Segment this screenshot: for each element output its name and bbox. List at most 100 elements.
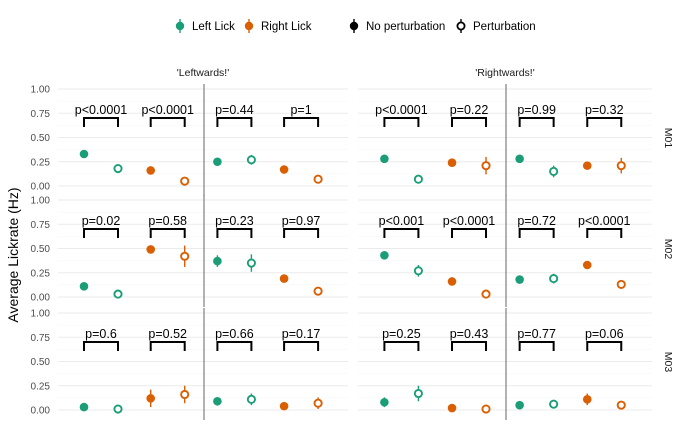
column-strip-label: 'Rightwards!' [475, 67, 534, 79]
p-value-label: p<0.0001 [141, 103, 194, 117]
row-strip-label: M02 [662, 239, 674, 260]
y-tick-label: 0.00 [31, 182, 51, 193]
legend-label: Left Lick [192, 21, 235, 33]
significance-bracket [383, 117, 420, 127]
significance-bracket [451, 228, 488, 238]
data-point-perturbation [481, 289, 491, 299]
data-point-no-perturbation [279, 401, 289, 411]
significance-bracket [83, 341, 119, 351]
significance-bracket [216, 341, 253, 351]
data-point-no-perturbation [213, 396, 222, 406]
data-point-perturbation [481, 161, 491, 171]
p-value-label: p=1 [290, 103, 311, 117]
y-tick-label: 0.75 [31, 333, 51, 344]
data-point-no-perturbation [447, 403, 457, 413]
y-tick-label: 0.25 [31, 268, 51, 279]
legend-label: No perturbation [366, 21, 445, 33]
p-value-label: p=0.25 [382, 327, 421, 341]
p-value-label: p=0.77 [517, 327, 556, 341]
p-value-label: p=0.32 [585, 103, 624, 117]
column-strip-label: 'Leftwards!' [177, 67, 229, 79]
significance-bracket [518, 117, 555, 127]
data-point-no-perturbation [79, 282, 89, 291]
data-point-no-perturbation [447, 158, 457, 168]
p-value-label: p=0.23 [215, 214, 254, 228]
data-point-no-perturbation [146, 245, 155, 254]
data-point-no-perturbation [213, 256, 222, 266]
data-point-no-perturbation [279, 274, 289, 283]
data-point-no-perturbation [447, 277, 457, 286]
significance-bracket [83, 117, 119, 127]
data-point-no-perturbation [582, 161, 592, 170]
data-point-perturbation [481, 404, 491, 414]
y-tick-label: 0.50 [31, 357, 51, 368]
significance-bracket [451, 341, 488, 351]
p-value-label: p=0.6 [85, 327, 117, 341]
data-point-perturbation [313, 286, 323, 296]
p-value-label: p=0.66 [215, 327, 254, 341]
significance-bracket [518, 341, 555, 351]
y-axis-label: Average Lickrate (Hz) [5, 187, 21, 322]
p-value-label: p<0.0001 [578, 214, 631, 228]
legend-swatch [244, 21, 254, 31]
p-value-label: p<0.0001 [75, 103, 128, 117]
legend-label: Right Lick [261, 21, 312, 33]
panel: p=0.02 p=0.58 p=0.23 p=0.97 [58, 195, 348, 307]
row-strip-label: M01 [662, 128, 674, 149]
y-tick-label: 0.50 [31, 244, 51, 255]
p-value-label: p=0.02 [82, 214, 121, 228]
panel: p=0.25 p=0.43 p=0.77 p=0.06 [358, 308, 652, 420]
significance-bracket [83, 228, 119, 238]
y-tick-label: 0.75 [31, 109, 51, 120]
data-point-perturbation [113, 163, 123, 174]
panel: p<0.0001 p<0.0001 p=0.44 p=1 [58, 84, 348, 196]
p-value-label: p<0.0001 [443, 214, 496, 228]
y-tick-label: 1.00 [31, 196, 51, 207]
data-point-perturbation [180, 176, 190, 186]
data-point-no-perturbation [146, 166, 155, 175]
p-value-label: p<0.0001 [375, 103, 428, 117]
data-point-perturbation [313, 174, 323, 184]
data-point-perturbation [413, 266, 423, 276]
legend-swatch [175, 21, 185, 31]
p-value-label: p=0.72 [517, 214, 556, 228]
data-point-no-perturbation [582, 260, 592, 270]
panels: 'Leftwards!' 'Rightwards!' M01 M02 M03 0.00 0.… [31, 67, 674, 420]
significance-bracket [283, 117, 320, 127]
data-point-no-perturbation [146, 394, 155, 403]
legend-swatch [349, 21, 359, 31]
data-point-no-perturbation [515, 400, 524, 410]
data-point-perturbation [413, 388, 423, 399]
significance-bracket [383, 228, 420, 238]
data-point-perturbation [246, 394, 256, 404]
data-point-perturbation [549, 274, 559, 284]
significance-bracket [283, 341, 320, 351]
data-point-no-perturbation [582, 395, 592, 404]
data-point-perturbation [616, 400, 626, 410]
p-value-label: p=0.22 [450, 103, 489, 117]
data-point-perturbation [246, 258, 256, 268]
panel: p=0.6 p=0.52 p=0.66 p=0.17 [58, 308, 348, 420]
data-point-perturbation [180, 251, 190, 261]
legend-label: Perturbation [473, 21, 536, 33]
data-point-no-perturbation [380, 250, 389, 260]
data-point-no-perturbation [380, 154, 389, 164]
significance-bracket [586, 117, 623, 127]
y-tick-label: 0.00 [31, 406, 51, 417]
significance-bracket [586, 341, 623, 351]
significance-bracket [451, 117, 488, 127]
significance-bracket [518, 228, 555, 238]
y-tick-label: 1.00 [31, 309, 51, 320]
data-point-perturbation [616, 279, 626, 289]
p-value-label: p=0.06 [585, 327, 624, 341]
significance-bracket [149, 341, 186, 351]
data-point-no-perturbation [79, 402, 89, 412]
data-point-perturbation [113, 289, 123, 299]
data-point-no-perturbation [79, 149, 89, 159]
significance-bracket [216, 117, 253, 127]
y-tick-label: 0.75 [31, 220, 51, 231]
data-point-perturbation [113, 404, 123, 414]
p-value-label: p=0.58 [148, 214, 187, 228]
data-point-no-perturbation [515, 154, 524, 164]
